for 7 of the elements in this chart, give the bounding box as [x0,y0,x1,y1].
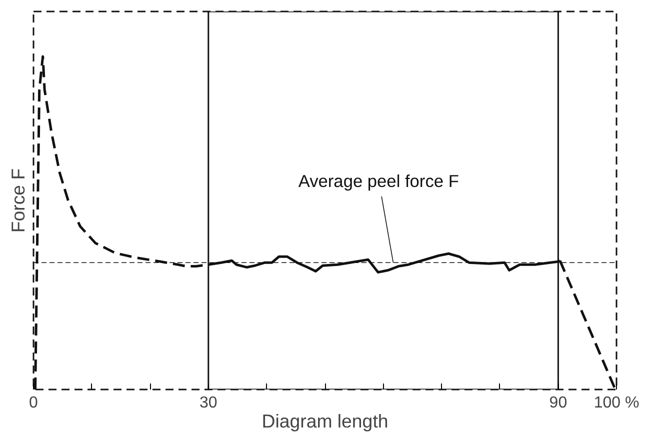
x-axis-title: Diagram length [262,410,388,432]
x-tick-label: 90 [549,394,568,412]
x-tick-label: 100 % [594,394,640,412]
x-tick-label: 30 [200,394,218,412]
y-axis-title: Force F [8,168,28,233]
annotation: Average peel force F [298,170,459,191]
x-tick-label: 0 [29,394,38,412]
